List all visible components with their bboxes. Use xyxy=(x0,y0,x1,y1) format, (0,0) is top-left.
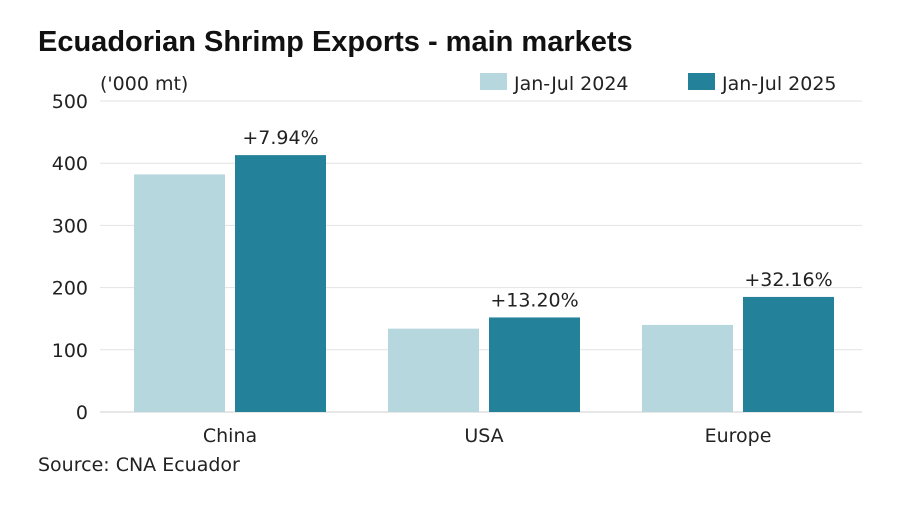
y-tick-label: 300 xyxy=(52,215,88,237)
y-tick-label: 400 xyxy=(52,153,88,175)
growth-label: +13.20% xyxy=(490,289,578,311)
chart-title: Ecuadorian Shrimp Exports - main markets xyxy=(38,26,633,58)
x-tick-label: USA xyxy=(464,425,503,447)
legend-label-2024: Jan-Jul 2024 xyxy=(513,73,629,95)
bar-europe-2025 xyxy=(743,296,834,412)
x-tick-label: China xyxy=(203,425,257,447)
gridlines xyxy=(100,100,862,413)
bar-europe-2024 xyxy=(642,324,733,412)
x-tick-label: Europe xyxy=(705,425,772,447)
bars xyxy=(134,155,834,412)
growth-label: +32.16% xyxy=(744,269,832,291)
growth-labels: +7.94% +13.20% +32.16% xyxy=(242,127,832,311)
x-axis-ticks: China USA Europe xyxy=(203,425,772,447)
unit-label: ('000 mt) xyxy=(100,73,188,95)
y-tick-label: 200 xyxy=(52,278,88,300)
y-tick-label: 0 xyxy=(76,402,88,424)
y-tick-label: 100 xyxy=(52,340,88,362)
legend: Jan-Jul 2024 Jan-Jul 2025 xyxy=(480,73,837,95)
source-note: Source: CNA Ecuador xyxy=(38,454,240,476)
growth-label: +7.94% xyxy=(242,127,318,149)
y-axis-ticks: 0 100 200 300 400 500 xyxy=(52,91,88,424)
bar-usa-2024 xyxy=(388,328,479,412)
legend-label-2025: Jan-Jul 2025 xyxy=(721,73,837,95)
legend-swatch-2024 xyxy=(480,73,507,90)
bar-usa-2025 xyxy=(489,317,580,412)
bar-china-2025 xyxy=(235,155,326,412)
legend-swatch-2025 xyxy=(688,73,715,90)
y-tick-label: 500 xyxy=(52,91,88,113)
bar-china-2024 xyxy=(134,174,225,412)
